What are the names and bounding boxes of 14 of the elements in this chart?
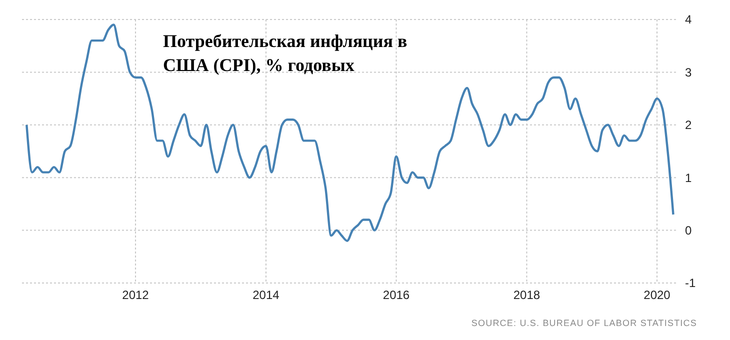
x-tick-label: 2016 [382, 288, 410, 302]
y-tick-label: 1 [685, 170, 692, 185]
x-tick-label: 2012 [122, 288, 150, 302]
y-tick-label: 2 [685, 118, 692, 132]
x-tick-label: 2020 [644, 288, 671, 302]
x-tick-label: 2018 [513, 288, 540, 302]
y-tick-label: 0 [685, 224, 692, 238]
y-tick-label: -1 [685, 276, 696, 290]
y-tick-label: 3 [685, 65, 692, 80]
source-note: SOURCE: U.S. BUREAU OF LABOR STATISTICS [471, 318, 697, 328]
line-series [26, 24, 674, 242]
x-tick-label: 2014 [252, 288, 280, 302]
text: Потребительская инфляция в США (CPI), % годовых [163, 31, 408, 75]
y-tick-label: 4 [685, 12, 692, 27]
